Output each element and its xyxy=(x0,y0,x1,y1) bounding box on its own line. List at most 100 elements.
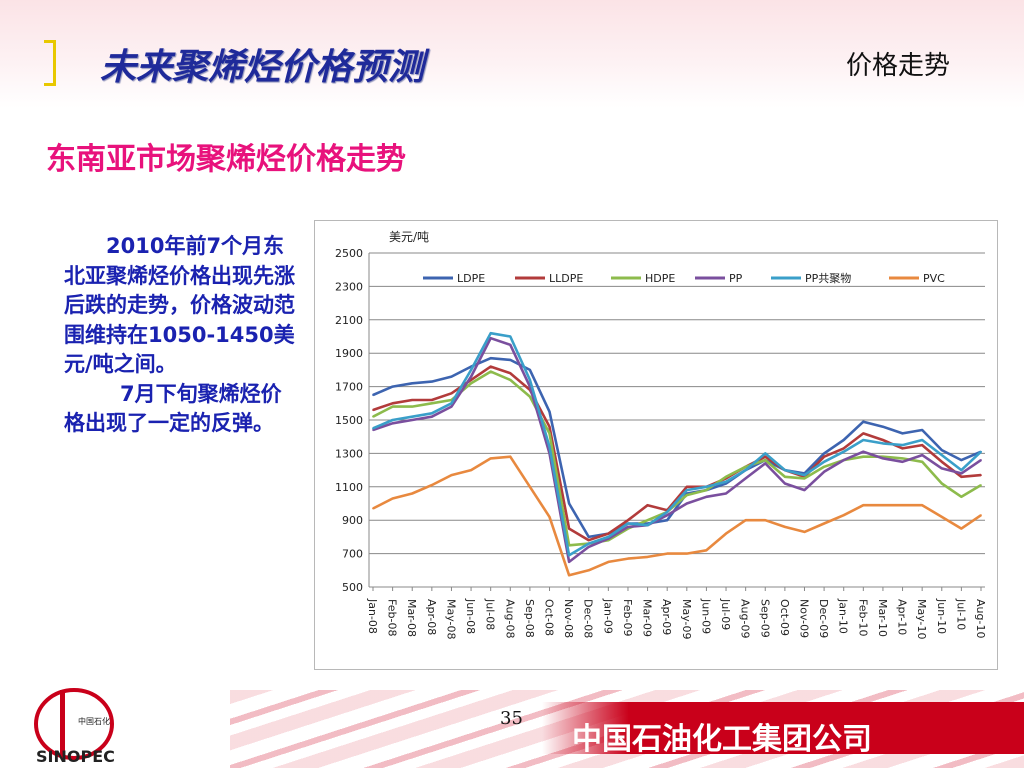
x-tick-label: Aug-10 xyxy=(974,599,987,638)
data-point xyxy=(901,447,904,450)
legend-label: PP共聚物 xyxy=(805,271,851,285)
y-tick-label: 2100 xyxy=(335,314,363,327)
data-point xyxy=(430,412,433,415)
data-point xyxy=(783,482,786,485)
data-point xyxy=(940,460,943,463)
data-point xyxy=(725,480,727,483)
legend-label: PVC xyxy=(923,272,945,285)
x-tick-label: Feb-08 xyxy=(386,599,399,636)
data-point xyxy=(764,452,767,455)
x-tick-label: Jan-08 xyxy=(366,598,379,634)
x-tick-label: Aug-09 xyxy=(739,599,752,638)
body-text: 2010年前7个月东北亚聚烯烃价格出现先涨后跌的走势，价格波动范围维持在1050… xyxy=(64,232,296,439)
data-point xyxy=(823,452,825,455)
data-point xyxy=(685,489,688,492)
data-point xyxy=(980,450,982,453)
y-tick-label: 1900 xyxy=(335,347,363,360)
data-point xyxy=(921,504,924,507)
x-tick-label: Dec-08 xyxy=(582,599,595,638)
header-band xyxy=(0,0,1024,108)
data-point xyxy=(391,405,394,408)
price-chart: 美元/吨 500 700 900 1100 1300 1500 1700 1900 2100 230… xyxy=(314,220,998,670)
x-tick-label: Sep-08 xyxy=(523,599,536,638)
legend-label: HDPE xyxy=(645,272,675,285)
data-point xyxy=(411,399,414,401)
data-point xyxy=(587,546,590,548)
data-point xyxy=(411,492,414,495)
data-point xyxy=(489,337,492,340)
data-point xyxy=(391,419,394,421)
data-point xyxy=(862,420,865,423)
y-tick-label: 1100 xyxy=(335,481,363,494)
data-point xyxy=(862,450,865,453)
data-point xyxy=(960,469,963,471)
data-point xyxy=(391,402,394,405)
data-point xyxy=(823,522,825,525)
x-tick-label: Aug-08 xyxy=(503,599,516,638)
data-point xyxy=(960,527,963,530)
data-point xyxy=(666,552,669,555)
data-point xyxy=(372,409,374,411)
x-tick-label: Nov-08 xyxy=(562,599,575,638)
data-point xyxy=(372,415,374,418)
data-point xyxy=(450,402,453,405)
x-tick-label: Nov-09 xyxy=(797,599,810,638)
slide-subtitle: 东南亚市场聚烯烃价格走势 xyxy=(46,142,406,177)
data-point xyxy=(842,439,845,441)
data-point xyxy=(842,459,845,461)
data-point xyxy=(862,439,865,441)
data-point xyxy=(568,561,571,563)
data-point xyxy=(529,369,531,371)
data-point xyxy=(842,514,845,517)
data-point xyxy=(921,429,924,431)
y-tick-label: 1700 xyxy=(335,381,363,394)
x-tick-label: Mar-08 xyxy=(405,599,418,637)
y-tick-label: 1500 xyxy=(335,414,363,427)
series-line xyxy=(372,331,982,557)
data-point xyxy=(391,422,394,425)
data-point xyxy=(627,519,629,522)
legend-label: LLDPE xyxy=(549,272,583,285)
data-point xyxy=(509,455,512,458)
data-point xyxy=(529,385,531,388)
y-tick-label: 2300 xyxy=(335,280,363,293)
series-line xyxy=(372,365,982,542)
y-tick-label: 900 xyxy=(342,514,363,527)
data-point xyxy=(411,405,414,408)
data-point xyxy=(529,395,531,398)
data-point xyxy=(509,372,512,375)
x-tick-label: May-09 xyxy=(680,599,693,640)
data-point xyxy=(587,539,590,542)
series-line xyxy=(372,455,982,577)
body-paragraph-2: 7月下旬聚烯烃价格出现了一定的反弹。 xyxy=(64,381,282,436)
x-tick-label: Oct-09 xyxy=(778,599,791,636)
data-point xyxy=(980,459,982,461)
data-point xyxy=(548,425,551,428)
y-tick-label: 1300 xyxy=(335,447,363,460)
data-point xyxy=(744,469,747,471)
x-tick-label: Oct-08 xyxy=(543,599,556,636)
x-tick-label: Jun-10 xyxy=(935,598,948,634)
data-point xyxy=(666,514,669,517)
data-point xyxy=(783,475,786,478)
data-point xyxy=(548,410,551,413)
data-point xyxy=(685,494,688,497)
data-point xyxy=(725,475,727,478)
logo-cn-text: 中国石化 xyxy=(78,716,110,726)
sinopec-logo: 中国石化 SINOPEC xyxy=(34,688,115,766)
data-point xyxy=(470,469,472,471)
legend-label: PP xyxy=(729,272,743,285)
slide-title: 未来聚烯烃价格预测 xyxy=(100,46,425,88)
data-point xyxy=(803,489,806,492)
data-point xyxy=(901,432,904,435)
data-point xyxy=(921,444,924,446)
data-point xyxy=(901,444,904,446)
data-point xyxy=(862,504,865,507)
x-tick-label: Jul-10 xyxy=(954,598,967,630)
data-point xyxy=(666,519,669,522)
data-point xyxy=(627,557,629,560)
data-point xyxy=(450,375,453,378)
data-point xyxy=(685,552,688,555)
data-point xyxy=(666,510,669,513)
data-point xyxy=(450,392,453,395)
